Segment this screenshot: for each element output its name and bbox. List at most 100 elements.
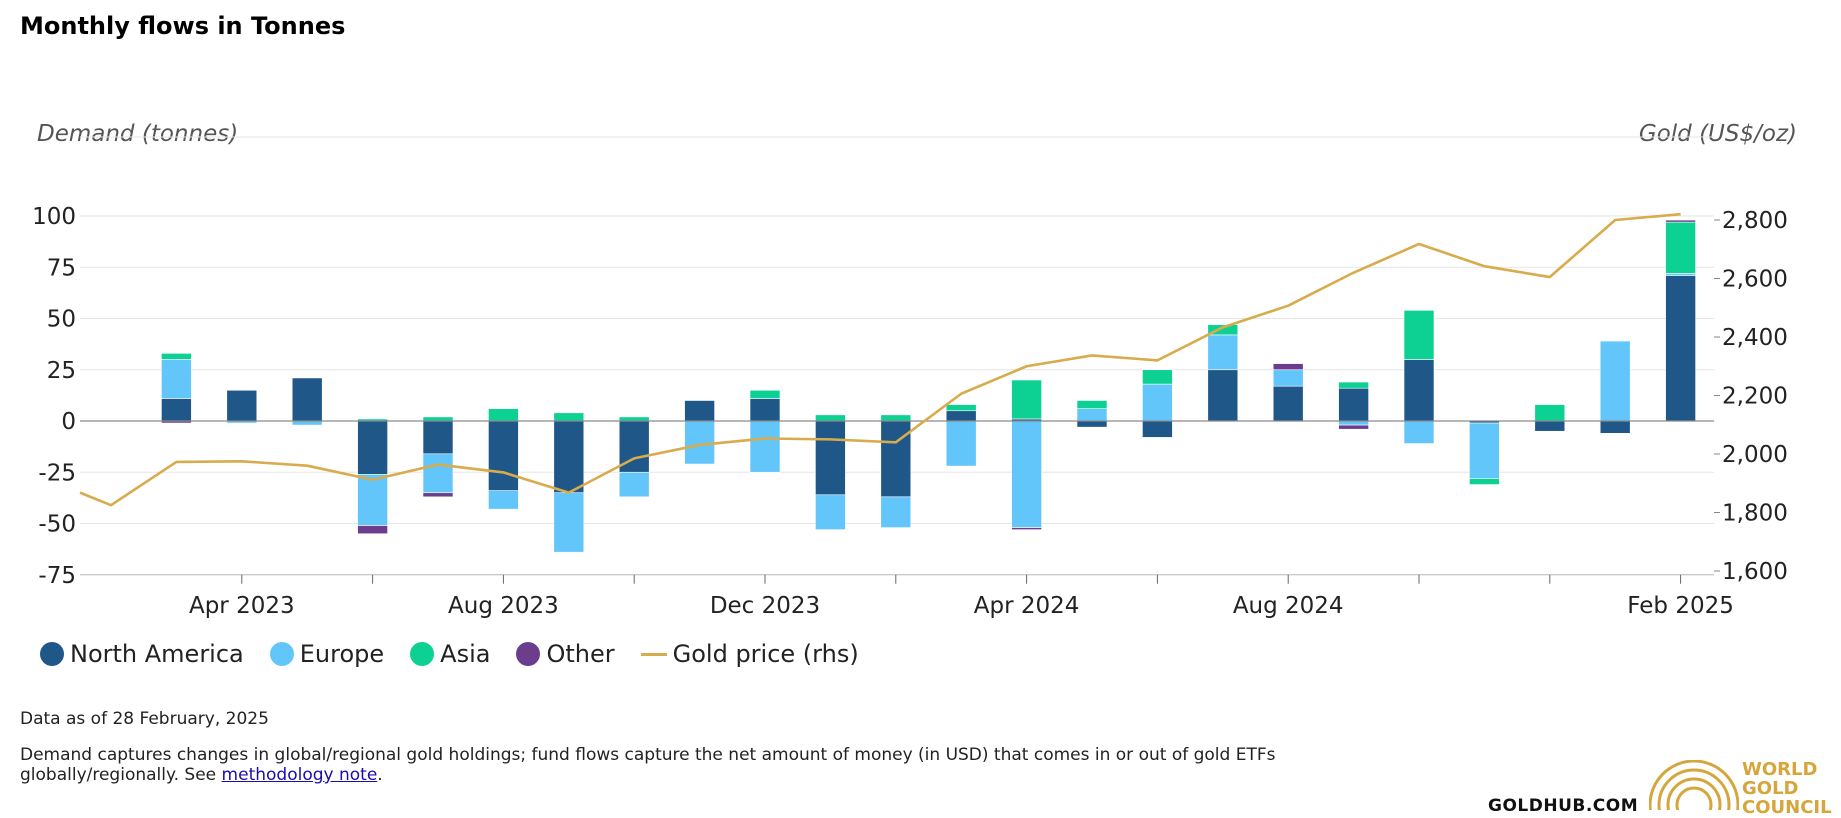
x-tick-label: Dec 2023 <box>710 593 820 619</box>
legend-item-gold-price[interactable]: Gold price (rhs) <box>640 640 859 668</box>
legend-label: Gold price (rhs) <box>672 640 859 668</box>
legend-label: Other <box>546 640 615 668</box>
data-as-of: Data as of 28 February, 2025 <box>20 709 269 729</box>
y-axis-right-title: Gold (US$/oz) <box>1639 121 1797 147</box>
bar-north-america <box>1076 420 1108 428</box>
bar-other <box>1338 424 1369 430</box>
bar-asia <box>488 408 519 422</box>
bar-asia <box>422 416 454 422</box>
legend-swatch-gold-price <box>640 652 667 656</box>
bar-europe <box>1011 420 1042 528</box>
bar-europe <box>684 420 715 465</box>
bar-north-america <box>1665 275 1696 422</box>
y-left-tick-label: 75 <box>47 255 76 281</box>
y-axis-left-title: Demand (tonnes) <box>37 121 238 147</box>
bar-other <box>1665 219 1696 223</box>
legend: North America Europe Asia Other Gold pri… <box>40 640 885 668</box>
logo-line2: GOLD <box>1742 778 1799 799</box>
description: Demand captures changes in global/region… <box>20 745 1280 785</box>
y-left-tick-label: -75 <box>38 563 76 589</box>
bar-asia <box>945 404 977 412</box>
flows-chart: Demand (tonnes) Gold (US$/oz) 100 75 50 25 0… <box>32 121 1797 619</box>
y-right-tick-label: 2,600 <box>1722 267 1788 293</box>
bar-north-america <box>1403 359 1435 422</box>
bar-asia <box>1011 379 1042 420</box>
chart-title: Monthly flows in Tonnes <box>20 12 346 40</box>
y-left-tick-label: -25 <box>38 460 76 486</box>
gold-price-line-group <box>79 212 1681 507</box>
bar-europe <box>945 420 977 467</box>
bar-europe <box>1469 422 1500 479</box>
bar-europe <box>1403 420 1435 444</box>
description-line2-prefix: globally/regionally. See <box>20 765 222 785</box>
bar-europe <box>880 496 912 528</box>
bar-north-america <box>1272 385 1304 422</box>
x-tick-label: Feb 2025 <box>1627 593 1734 619</box>
bar-north-america <box>488 420 519 491</box>
bar-north-america <box>1142 420 1173 438</box>
y-left-tick-label: -50 <box>38 512 76 538</box>
bar-other <box>1011 527 1042 530</box>
gold-price-line <box>79 212 1681 507</box>
wgc-logo-icon <box>1649 760 1739 810</box>
y-left-tick-label: 0 <box>61 409 76 435</box>
bar-europe <box>1272 369 1304 387</box>
legend-swatch-asia <box>410 642 435 666</box>
bar-asia <box>749 389 781 399</box>
bar-north-america <box>1599 420 1631 434</box>
description-line1: Demand captures changes in global/region… <box>20 745 1276 765</box>
bar-asia <box>1469 478 1500 485</box>
legend-item-other[interactable]: Other <box>516 640 615 668</box>
legend-item-asia[interactable]: Asia <box>410 640 490 668</box>
bar-europe <box>161 359 192 399</box>
legend-swatch-other <box>516 642 541 666</box>
y-right-tick-label: 2,400 <box>1722 325 1788 351</box>
bar-asia <box>1207 324 1239 336</box>
bar-asia <box>815 414 846 422</box>
goldhub-link[interactable]: GOLDHUB.COM <box>1488 796 1639 816</box>
bar-north-america <box>553 420 585 494</box>
y-right-tick-label: 1,600 <box>1722 559 1788 585</box>
legend-item-north-america[interactable]: North America <box>40 640 244 668</box>
bar-europe <box>357 473 388 526</box>
bar-north-america <box>1534 420 1566 432</box>
axes: 100 75 50 25 0 -25 -50 -75 2,800 2,600 2,400 2,200 2… <box>32 204 1788 619</box>
description-line2-suffix: . <box>377 765 383 785</box>
x-tick-label: Aug 2023 <box>448 593 559 619</box>
wgc-logo-text: WORLD GOLD COUNCIL <box>1742 760 1832 817</box>
bar-north-america <box>161 398 192 422</box>
methodology-link[interactable]: methodology note <box>221 765 378 785</box>
x-tick-label: Aug 2024 <box>1233 593 1344 619</box>
bar-group <box>161 219 1696 553</box>
bar-asia <box>618 416 650 422</box>
legend-label: Europe <box>299 640 385 668</box>
bar-north-america <box>291 377 323 422</box>
bar-north-america <box>815 420 846 496</box>
y-right-tick-label: 1,800 <box>1722 501 1788 527</box>
bar-europe <box>1665 273 1696 276</box>
bar-north-america <box>880 420 912 498</box>
bar-europe <box>422 453 454 494</box>
bar-north-america <box>1338 387 1369 422</box>
bar-other <box>357 525 388 535</box>
bar-other <box>422 492 454 498</box>
legend-item-europe[interactable]: Europe <box>269 640 385 668</box>
y-left-tick-label: 100 <box>32 204 76 230</box>
legend-swatch-north-america <box>40 642 64 666</box>
legend-label: Asia <box>440 640 491 668</box>
bar-europe <box>1142 383 1173 422</box>
bar-europe <box>488 490 519 510</box>
bar-europe <box>815 494 846 530</box>
bar-europe <box>1076 408 1108 422</box>
bar-europe <box>1207 334 1239 371</box>
bar-europe <box>553 492 585 553</box>
bar-other <box>1272 363 1304 371</box>
legend-swatch-europe <box>269 642 294 666</box>
bar-north-america <box>1207 369 1239 422</box>
bar-asia <box>1665 221 1696 274</box>
x-tick-label: Apr 2024 <box>974 593 1080 619</box>
bar-asia <box>1403 310 1435 360</box>
bar-asia <box>1076 400 1108 409</box>
bar-asia <box>553 412 585 422</box>
bar-asia <box>880 414 912 422</box>
